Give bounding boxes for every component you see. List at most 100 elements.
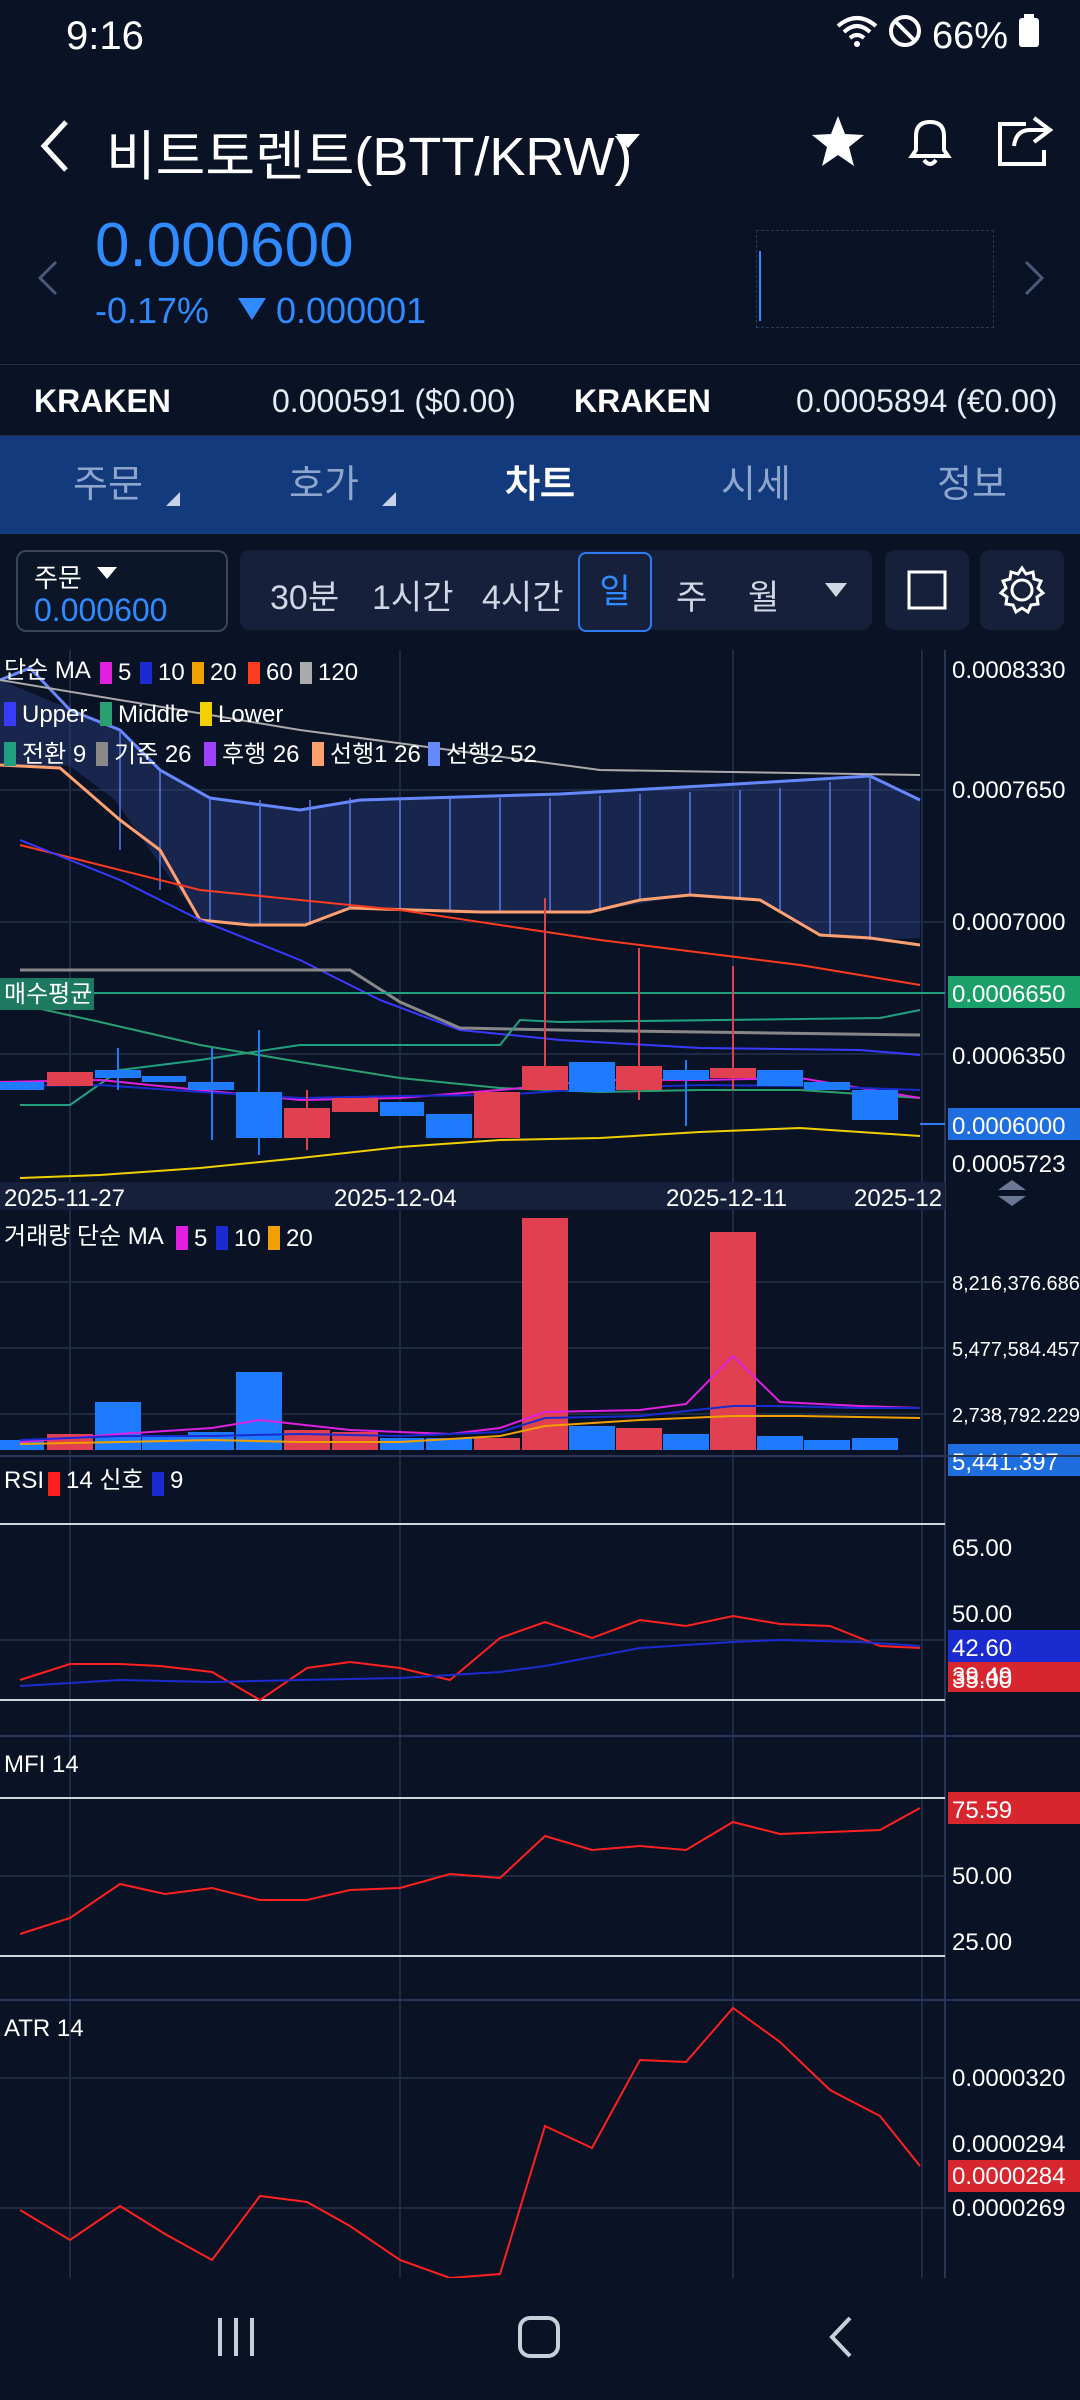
timeframe-4h[interactable]: 4시간 [482,579,564,617]
status-bar: 9:16 66% [0,0,1080,80]
svg-text:0.0005723: 0.0005723 [952,1151,1065,1178]
order-label: 주문 [34,563,82,593]
chart-area[interactable]: 단순 MA 5 10 20 60 120 Upper Middle Lower … [0,650,1080,2278]
timeframe-group: 30분 1시간 4시간 일 주 월 [240,550,872,632]
home-button[interactable] [516,2314,562,2365]
caret-down-icon [96,566,118,585]
rsi-label: RSI [4,1467,44,1494]
timeframe-dropdown-icon[interactable] [824,582,848,603]
draw-tool-button[interactable] [885,550,969,630]
svg-text:10: 10 [234,1225,261,1252]
svg-text:Upper: Upper [22,701,87,728]
chart-toolbar: 주문 0.000600 30분 1시간 4시간 일 주 월 [0,548,1080,632]
svg-text:5,441.397: 5,441.397 [952,1449,1059,1476]
timeframe-30m[interactable]: 30분 [270,579,340,617]
tab-info[interactable]: 정보 [937,464,1007,506]
mfi-label: MFI 14 [4,1751,79,1778]
do-not-disturb-icon [888,14,922,58]
svg-text:전환 9: 전환 9 [22,741,86,768]
svg-text:2025-12: 2025-12 [854,1185,942,1212]
svg-text:120: 120 [318,659,358,686]
back-nav-button[interactable] [826,2314,856,2365]
svg-text:39.49: 39.49 [952,1663,1012,1690]
svg-text:20: 20 [286,1225,313,1252]
settings-button[interactable] [980,550,1064,630]
svg-text:선행2 52: 선행2 52 [446,741,537,768]
timeframe-1h[interactable]: 1시간 [372,579,454,617]
exchange-name: KRAKEN [574,383,711,419]
svg-text:선행1 26: 선행1 26 [330,741,421,768]
avg-price-label: 매수평균 [4,981,92,1008]
svg-text:후행 26: 후행 26 [222,741,300,768]
svg-text:0.0006650: 0.0006650 [952,981,1065,1008]
recent-apps-button[interactable] [214,2314,258,2365]
svg-text:0.0006000: 0.0006000 [952,1113,1065,1140]
svg-text:9: 9 [170,1467,183,1494]
title-dropdown-icon[interactable] [614,130,642,155]
tab-chart[interactable]: 차트 [505,464,575,506]
prev-coin-arrow[interactable] [36,258,60,303]
current-price: 0.000600 [95,211,354,280]
tab-orderbook[interactable]: 호가 [216,436,432,534]
battery-icon [1018,14,1040,58]
svg-text:14 신호: 14 신호 [66,1467,144,1494]
status-icons: 66% [836,14,1040,58]
wifi-icon [836,14,878,58]
down-triangle-icon [236,296,268,327]
svg-text:2025-11-27: 2025-11-27 [4,1185,125,1212]
timeframe-day[interactable]: 일 [578,552,652,632]
svg-text:5: 5 [118,659,131,686]
svg-text:0.0000269: 0.0000269 [952,2195,1065,2222]
status-time: 9:16 [66,14,144,58]
svg-text:75.59: 75.59 [952,1797,1012,1824]
next-coin-arrow[interactable] [1022,258,1046,303]
svg-text:0.0000320: 0.0000320 [952,2065,1065,2092]
change-percent: -0.17% [95,290,210,331]
tab-order[interactable]: 주문 [0,436,216,534]
order-value: 0.000600 [34,592,168,628]
tab-market-price[interactable]: 시세 [721,464,791,506]
svg-text:Middle: Middle [118,701,189,728]
svg-text:기준 26: 기준 26 [114,741,192,768]
svg-text:5: 5 [194,1225,207,1252]
svg-text:50.00: 50.00 [952,1601,1012,1628]
svg-text:35.00: 35.00 [952,1667,1012,1694]
exchange-price: 0.0005894 (€0.00) [796,383,1058,419]
bell-icon[interactable] [900,112,960,177]
svg-text:0.0008330: 0.0008330 [952,657,1065,684]
svg-text:Lower: Lower [218,701,283,728]
svg-text:0.0007650: 0.0007650 [952,777,1065,804]
svg-text:25.00: 25.00 [952,1929,1012,1956]
star-icon[interactable] [808,112,868,177]
tab-bar: 주문 호가 차트 시세 정보 [0,436,1080,534]
page-title[interactable]: 비트토렌트(BTT/KRW) [106,127,633,187]
battery-percent: 66% [931,14,1008,57]
svg-text:2025-12-11: 2025-12-11 [666,1185,787,1212]
exchange-name: KRAKEN [34,383,171,419]
share-icon[interactable] [994,112,1054,177]
svg-text:50.00: 50.00 [952,1863,1012,1890]
exchange-bar: KRAKEN 0.000591 ($0.00) KRAKEN 0.0005894… [0,364,1080,436]
order-selector[interactable]: 주문 0.000600 [16,550,228,632]
svg-text:5,477,584.457: 5,477,584.457 [952,1339,1080,1361]
svg-text:2025-12-04: 2025-12-04 [334,1185,457,1212]
gear-icon [998,565,1046,615]
svg-text:0.0007000: 0.0007000 [952,909,1065,936]
back-button[interactable] [36,116,76,181]
timeframe-week[interactable]: 주 [676,579,708,617]
svg-text:10: 10 [158,659,185,686]
svg-text:0.0006350: 0.0006350 [952,1043,1065,1070]
volume-legend-title: 거래량 단순 MA [4,1223,164,1250]
change-amount: 0.000001 [276,290,427,331]
resize-handle-icon [998,1180,1026,1206]
ma-legend-title: 단순 MA [4,657,91,684]
timeframe-month[interactable]: 월 [748,579,780,617]
svg-text:65.00: 65.00 [952,1535,1012,1562]
svg-text:42.60: 42.60 [952,1635,1012,1662]
exchange-price: 0.000591 ($0.00) [272,383,516,419]
svg-text:8,216,376.686: 8,216,376.686 [952,1273,1080,1295]
header: 비트토렌트(BTT/KRW) [0,90,1080,200]
mini-chart [756,230,994,328]
svg-text:0.0000294: 0.0000294 [952,2131,1065,2158]
svg-text:20: 20 [210,659,237,686]
